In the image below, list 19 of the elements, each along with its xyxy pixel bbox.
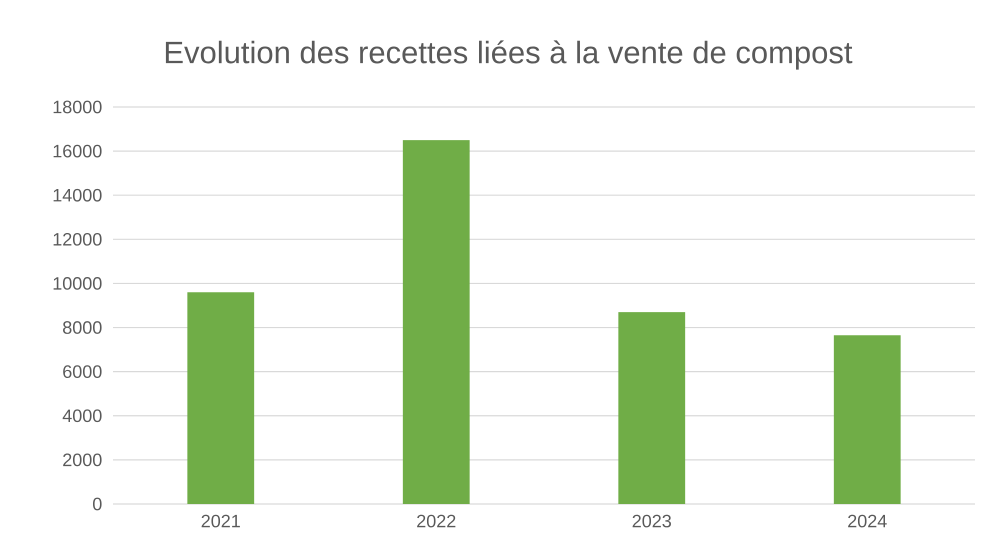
y-tick-label: 12000 (54, 232, 102, 246)
y-tick-label: 4000 (62, 409, 102, 422)
y-tick-label: 18000 (54, 100, 102, 114)
x-tick-label: 2024 (848, 514, 887, 528)
y-tick-label: 14000 (54, 188, 102, 202)
bar (187, 292, 254, 504)
y-tick-label: 6000 (63, 365, 102, 378)
bar (618, 312, 686, 504)
y-tick-label: 8000 (63, 321, 102, 334)
y-tick-label: 16000 (54, 144, 102, 158)
y-tick-label: 0 (92, 498, 102, 510)
x-tick-label: 2023 (632, 514, 671, 528)
bar (402, 140, 470, 504)
x-tick-label: 2021 (202, 514, 240, 528)
x-tick-label: 2022 (417, 514, 456, 528)
chart-title: Evolution des recettes liées à la vente de compost (166, 40, 852, 70)
bar (834, 335, 901, 504)
y-tick-label: 2000 (63, 454, 102, 466)
y-tick-label: 10000 (54, 277, 102, 290)
